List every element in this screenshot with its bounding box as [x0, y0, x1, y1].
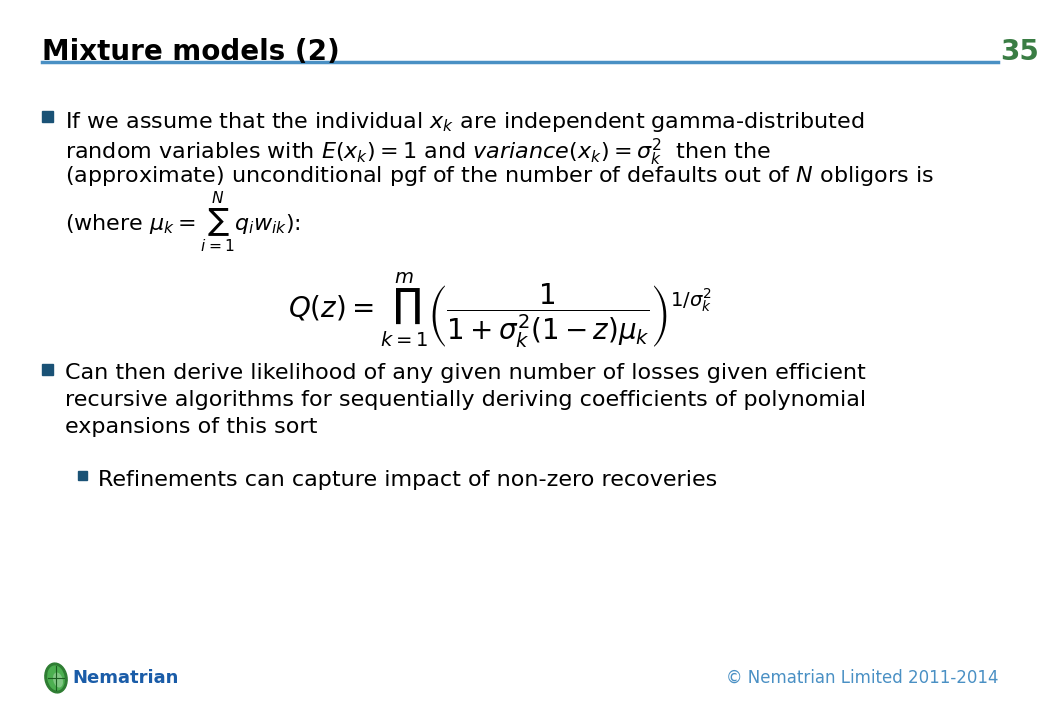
Text: expansions of this sort: expansions of this sort [64, 417, 317, 437]
Text: (approximate) unconditional pgf of the number of defaults out of $N$ obligors is: (approximate) unconditional pgf of the n… [64, 164, 934, 188]
Text: Nematrian: Nematrian [72, 669, 179, 687]
Bar [42, 364, 53, 375]
Text: 35: 35 [1000, 38, 1039, 66]
Text: random variables with $E(x_k) = 1$ and $\mathit{variance}(x_k) = \sigma_k^2$  th: random variables with $E(x_k) = 1$ and $… [64, 137, 771, 168]
Text: $Q(z) = \prod_{k=1}^{m} \left( \dfrac{1}{1 + \sigma_k^2 (1-z) \mu_k} \right)^{1/: $Q(z) = \prod_{k=1}^{m} \left( \dfrac{1}… [288, 270, 712, 349]
Text: Mixture models (2): Mixture models (2) [42, 38, 340, 66]
Text: recursive algorithms for sequentially deriving coefficients of polynomial: recursive algorithms for sequentially de… [64, 390, 866, 410]
Ellipse shape [48, 666, 64, 690]
Text: © Nematrian Limited 2011-2014: © Nematrian Limited 2011-2014 [726, 669, 998, 687]
Bar [78, 471, 87, 480]
Text: Can then derive likelihood of any given number of losses given efficient: Can then derive likelihood of any given … [64, 363, 865, 383]
Text: If we assume that the individual $x_k$ are independent gamma-distributed: If we assume that the individual $x_k$ a… [64, 110, 864, 134]
Ellipse shape [54, 673, 62, 687]
Text: Refinements can capture impact of non-zero recoveries: Refinements can capture impact of non-ze… [98, 470, 718, 490]
Text: (where $\mu_k = \sum_{i=1}^{N} q_i w_{ik}$):: (where $\mu_k = \sum_{i=1}^{N} q_i w_{ik… [64, 191, 301, 256]
Bar [42, 111, 53, 122]
Ellipse shape [45, 663, 68, 693]
